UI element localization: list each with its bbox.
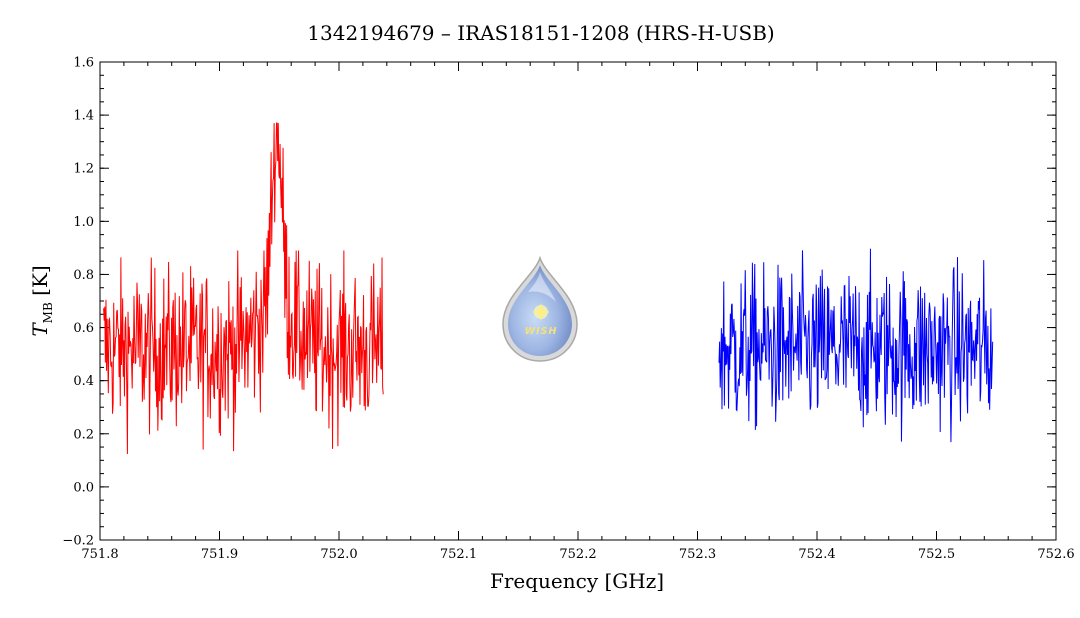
y-tick-label: 0.6 xyxy=(73,321,94,336)
chart-title: 1342194679 – IRAS18151-1208 (HRS-H-USB) xyxy=(307,21,774,45)
y-tick-label: 1.2 xyxy=(73,162,94,177)
x-tick-label: 752.6 xyxy=(1037,547,1074,562)
x-tick-label: 752.4 xyxy=(798,547,835,562)
y-axis-label-unit: [K] xyxy=(28,265,52,302)
y-tick-labels: −0.2 0.0 0.2 0.4 0.6 0.8 1.0 1.2 1.4 1.6 xyxy=(62,56,94,549)
major-ticks xyxy=(99,61,1057,541)
y-axis-label-main: T xyxy=(28,322,52,337)
y-axis-label-subscript: MB xyxy=(41,302,55,323)
x-tick-label: 752.5 xyxy=(918,547,955,562)
y-axis-label: TMB [K] xyxy=(28,265,55,336)
y-tick-label: 0.4 xyxy=(73,374,94,389)
x-axis-label: Frequency [GHz] xyxy=(490,569,664,593)
spectrum-series-red xyxy=(103,122,384,455)
x-tick-label: 752.0 xyxy=(320,547,357,562)
x-tick-labels: 751.8 751.9 752.0 752.1 752.2 752.3 752.4 752.5… xyxy=(81,547,1074,562)
y-tick-label: 0.8 xyxy=(73,268,94,283)
logo-text: WISH xyxy=(525,326,558,337)
x-tick-label: 751.8 xyxy=(81,547,118,562)
y-tick-label: −0.2 xyxy=(62,534,94,549)
y-tick-label: 0.2 xyxy=(73,427,94,442)
y-tick-label: 1.4 xyxy=(73,109,94,124)
spectrum-series-blue xyxy=(718,248,994,443)
y-tick-label: 0.0 xyxy=(73,480,94,495)
x-tick-label: 752.2 xyxy=(559,547,596,562)
wish-water-drop-logo: WISH xyxy=(502,255,578,362)
plot-frame xyxy=(99,61,1057,541)
y-tick-label: 1.6 xyxy=(73,56,94,71)
star-icon xyxy=(532,303,550,321)
x-tick-label: 751.9 xyxy=(201,547,238,562)
x-tick-label: 752.1 xyxy=(440,547,477,562)
minor-ticks xyxy=(99,61,1057,541)
x-tick-label: 752.3 xyxy=(679,547,716,562)
y-tick-label: 1.0 xyxy=(73,215,94,230)
